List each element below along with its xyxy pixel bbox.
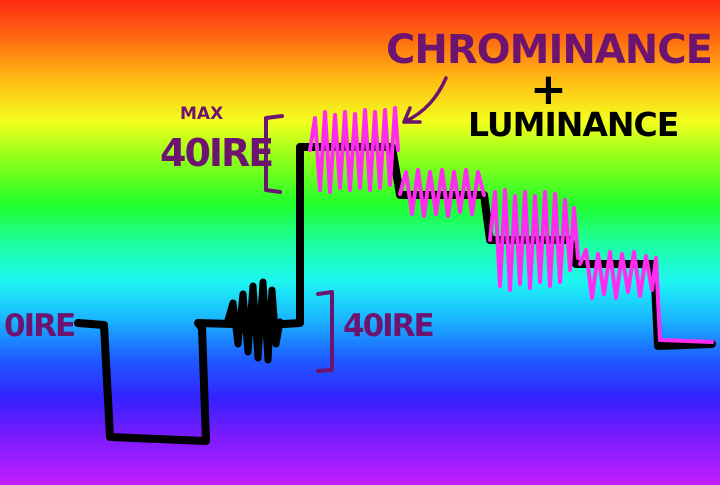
plus-sign: + [530, 64, 567, 115]
chroma-segment-max [308, 106, 400, 194]
chroma-segment-4 [578, 248, 714, 344]
max-label: MAX [180, 104, 224, 124]
luminance-label: LUMINANCE [468, 105, 679, 144]
chroma-segment-2 [398, 168, 486, 218]
burst-level-label: 40IRE [343, 308, 435, 344]
chroma-segment-3 [488, 188, 580, 292]
chrominance-waveform [308, 106, 714, 344]
zero-level-label: 0IRE [4, 308, 76, 344]
max-level-bracket [264, 114, 284, 194]
color-burst [224, 278, 284, 364]
chrominance-arrow [402, 76, 448, 124]
max-level-label: 40IRE [160, 131, 274, 175]
burst-level-bracket [316, 290, 334, 373]
chrominance-label: CHROMINANCE [386, 27, 713, 73]
